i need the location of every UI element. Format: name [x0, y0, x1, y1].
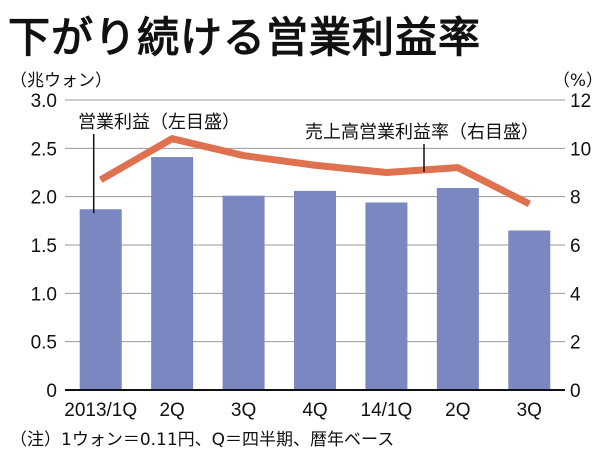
line-point: [528, 203, 530, 205]
x-tick-label: 14/1Q: [361, 400, 413, 421]
left-tick-label: 1.0: [31, 284, 57, 305]
line-point: [457, 167, 459, 169]
left-tick-label: 0: [46, 381, 57, 402]
line-point: [100, 179, 102, 181]
line-series-label: 売上高営業利益率（右目盛）: [305, 122, 539, 143]
line-point: [385, 172, 387, 173]
right-tick-label: 12: [570, 91, 591, 112]
chart-title: 下がり続ける営業利益率: [8, 13, 482, 62]
annotations: 営業利益（左目盛） 売上高営業利益率（右目盛）: [78, 112, 539, 214]
left-tick-label: 1.5: [31, 236, 57, 257]
bar: [79, 209, 122, 390]
footnote: （注）1ウォン＝0.11円、Q＝四半期、暦年ベース: [10, 430, 395, 450]
bar: [151, 157, 194, 390]
left-axis-unit: （兆ウォン）: [10, 71, 112, 91]
bar-series: [79, 157, 551, 390]
line-point: [314, 164, 316, 166]
right-tick-label: 2: [570, 333, 581, 354]
left-tick-label: 0.5: [31, 333, 57, 354]
x-tick-label: 4Q: [302, 400, 327, 421]
x-axis-ticks: 2013/1Q 2Q 3Q 4Q 14/1Q 2Q 3Q: [64, 400, 542, 421]
line-point: [243, 155, 245, 157]
right-axis-ticks: 12 10 8 6 4 2 0: [570, 91, 591, 402]
bar-series-label: 営業利益（左目盛）: [78, 112, 240, 133]
right-tick-label: 10: [570, 139, 591, 160]
left-tick-label: 2.0: [31, 188, 57, 209]
left-tick-label: 3.0: [31, 91, 57, 112]
bar: [436, 187, 479, 390]
right-tick-label: 4: [570, 284, 581, 305]
right-tick-label: 8: [570, 188, 581, 209]
x-tick-label: 3Q: [231, 400, 256, 421]
right-axis-unit: （%）: [552, 71, 603, 91]
line-point: [171, 138, 173, 140]
bar: [294, 190, 336, 390]
left-axis-ticks: 3.0 2.5 2.0 1.5 1.0 0.5 0: [31, 91, 57, 402]
bar: [365, 202, 408, 390]
line-series: [98, 135, 531, 208]
right-tick-label: 0: [570, 381, 581, 402]
bar: [222, 195, 265, 390]
left-tick-label: 2.5: [31, 139, 57, 160]
bar: [508, 230, 551, 390]
x-tick-label: 3Q: [517, 400, 542, 421]
x-tick-label: 2Q: [159, 400, 184, 421]
right-tick-label: 6: [570, 236, 581, 257]
x-tick-label: 2013/1Q: [64, 400, 137, 421]
x-tick-label: 2Q: [445, 400, 470, 421]
